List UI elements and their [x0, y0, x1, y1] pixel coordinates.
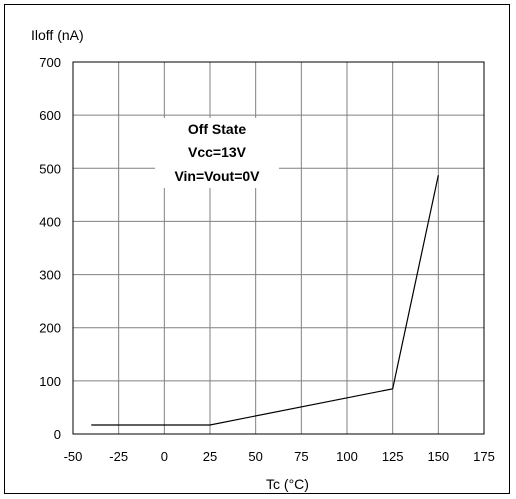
y-tick-label: 100	[39, 374, 61, 389]
y-tick-label: 500	[39, 161, 61, 176]
annotation-background	[155, 118, 279, 188]
x-axis-label: Tc (°C)	[266, 476, 309, 492]
plot-area	[72, 61, 485, 435]
x-tick-labels: -50 -25 0 25 50 75 100 125 150 175	[64, 449, 495, 464]
y-tick-label: 600	[39, 108, 61, 123]
x-tick-label: -50	[64, 449, 83, 464]
y-tick-labels: 0 100 200 300 400 500 600 700	[39, 55, 61, 442]
x-tick-label: 100	[336, 449, 358, 464]
annotation-line-3: Vin=Vout=0V	[174, 168, 260, 184]
y-tick-label: 200	[39, 321, 61, 336]
annotation-line-2: Vcc=13V	[188, 144, 247, 160]
y-tick-label: 700	[39, 55, 61, 70]
y-tick-label: 300	[39, 268, 61, 283]
x-tick-label: 25	[203, 449, 217, 464]
x-tick-label: 0	[161, 449, 168, 464]
x-tick-label: -25	[109, 449, 128, 464]
chart-frame	[4, 4, 510, 494]
x-tick-label: 175	[473, 449, 495, 464]
series-group	[91, 175, 439, 426]
annotation-line-1: Off State	[188, 121, 247, 137]
series-line	[91, 175, 439, 426]
x-tick-label: 150	[427, 449, 449, 464]
y-tick-label: 400	[39, 214, 61, 229]
y-axis-label: Iloff (nA)	[31, 27, 84, 43]
x-tick-label: 75	[294, 449, 308, 464]
y-tick-label: 0	[54, 427, 61, 442]
x-tick-label: 125	[382, 449, 404, 464]
x-tick-label: 50	[248, 449, 262, 464]
